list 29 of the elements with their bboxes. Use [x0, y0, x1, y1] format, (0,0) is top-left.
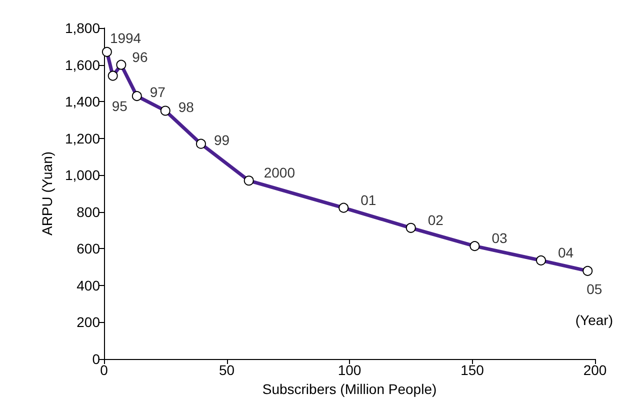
y-tick-label: 1,000 — [64, 167, 100, 184]
x-tick-label: 200 — [583, 362, 607, 378]
y-tick-label: 1,200 — [64, 130, 100, 146]
y-tick-label: 1,400 — [64, 94, 100, 110]
annotation: 04 — [558, 244, 574, 260]
annotation: 05 — [586, 280, 602, 297]
y-tick-label: 600 — [76, 240, 100, 257]
annotation: 1994 — [110, 30, 142, 46]
y-tick-label: 1,800 — [64, 20, 100, 36]
y-tick-label: 0 — [92, 351, 100, 367]
y-tick-label: 400 — [76, 277, 100, 294]
x-tick-label: 100 — [338, 362, 362, 378]
annotation: 03 — [492, 230, 508, 246]
annotation: 02 — [428, 212, 444, 228]
x-tick-label: 50 — [218, 362, 235, 378]
annotation: 96 — [132, 48, 148, 65]
y-axis-title: ARPU (Yuan) — [39, 151, 56, 236]
annotation: 01 — [360, 192, 376, 208]
annotation: 99 — [214, 132, 230, 148]
annotation: 98 — [178, 98, 194, 115]
y-tick-label: 1,600 — [64, 56, 100, 73]
y-tick-label: 200 — [76, 314, 100, 330]
x-axis-title: Subscribers (Million People) — [262, 380, 437, 397]
annotation: 95 — [112, 98, 128, 114]
x-tick-label: 150 — [460, 362, 484, 378]
y-tick-label: 800 — [76, 204, 100, 220]
annotation: (Year) — [575, 312, 614, 328]
annotation: 97 — [150, 84, 166, 100]
annotation: 2000 — [264, 164, 296, 181]
